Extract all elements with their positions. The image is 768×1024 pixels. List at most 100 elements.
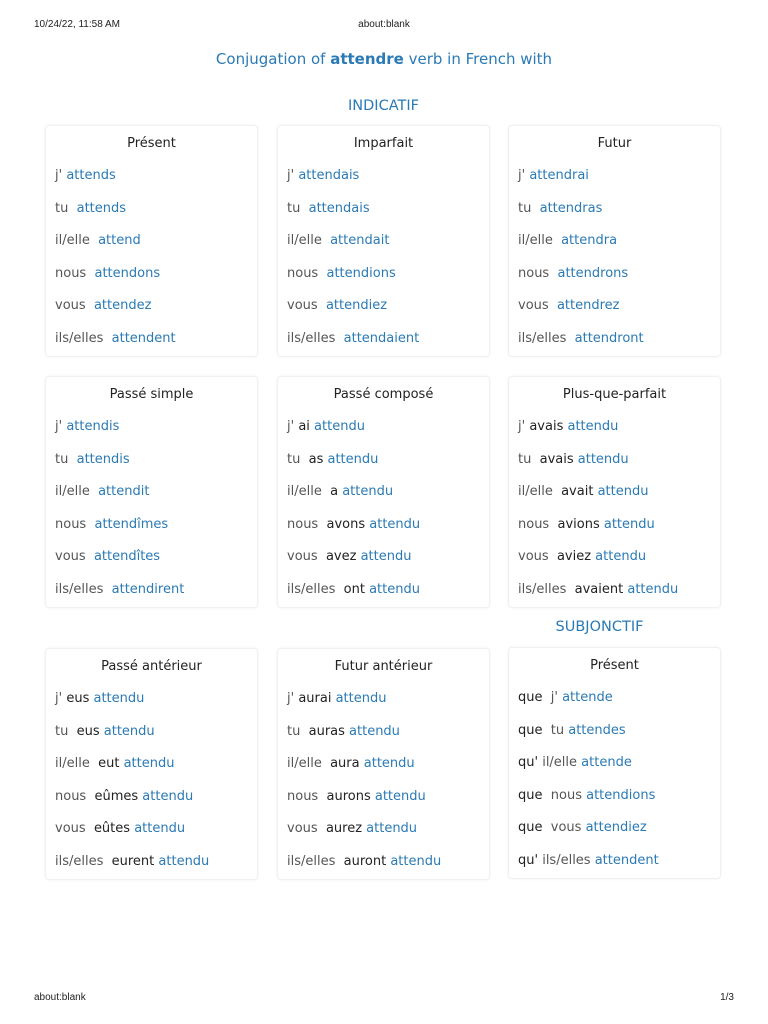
verb-form: attendis xyxy=(76,451,130,467)
conjugation-row: il/elle a attendu xyxy=(278,476,489,509)
verb-form: attende xyxy=(581,755,632,770)
conjugation-row: ils/elles attendaient xyxy=(278,323,489,356)
pronoun: il/elle xyxy=(287,756,331,771)
verb-form: attendu xyxy=(158,853,210,869)
conjugation-row: tu eus attendu xyxy=(46,716,257,749)
verb-form: attendais xyxy=(298,168,360,183)
pronoun: j' xyxy=(287,691,299,706)
auxiliary: aurons xyxy=(326,788,375,804)
verb-form: attendiez xyxy=(585,820,647,835)
pronoun: vous xyxy=(55,298,94,313)
auxiliary: que xyxy=(518,820,551,835)
conjugation-row: ils/elles auront attendu xyxy=(278,846,489,879)
footer-url: about:blank xyxy=(34,992,86,1003)
verb-form: attendu xyxy=(314,419,365,434)
conjugation-row: que j' attende xyxy=(509,682,720,715)
verb-form: attendu xyxy=(597,484,649,499)
verb-form: attendu xyxy=(627,581,679,597)
conjugation-row: nous aurons attendu xyxy=(278,781,489,814)
print-url: about:blank xyxy=(358,19,410,30)
conjugation-row: j' attendais xyxy=(278,160,489,193)
conjugation-row: nous attendions xyxy=(278,258,489,291)
conjugation-row: j' attendis xyxy=(46,411,257,444)
conjugation-row: j' ai attendu xyxy=(278,411,489,444)
auxiliary: avais xyxy=(539,451,578,467)
auxiliary: que xyxy=(518,722,551,738)
verb-form: attendent xyxy=(111,330,176,346)
section-subjonctif: SUBJONCTIF xyxy=(555,619,644,635)
pronoun: nous xyxy=(518,265,558,281)
verb-form: attendu xyxy=(360,549,412,564)
pronoun: nous xyxy=(55,788,95,804)
conjugation-row: qu' il/elle attende xyxy=(509,747,720,780)
verb-form: attends xyxy=(76,200,127,216)
pronoun: ils/elles xyxy=(518,581,575,597)
conjugation-row: tu auras attendu xyxy=(278,716,489,749)
conjugation-row: tu attends xyxy=(46,193,257,226)
conjugation-row: que nous attendions xyxy=(509,780,720,813)
tense-card: Plus-que-parfait j' avais attendu tu avais… xyxy=(508,376,721,608)
pronoun: j' xyxy=(55,419,67,434)
pronoun: ils/elles xyxy=(287,853,344,869)
pronoun: tu xyxy=(55,200,77,216)
pronoun: nous xyxy=(518,516,558,532)
pronoun: ils/elles xyxy=(287,330,344,346)
tense-card: Imparfait j' attendais tu attendais il/elle… xyxy=(277,125,490,357)
pronoun: vous xyxy=(550,820,586,835)
pronoun: il/elle xyxy=(518,233,562,248)
auxiliary: avons xyxy=(326,516,370,532)
auxiliary: aurez xyxy=(325,821,367,836)
auxiliary: aviez xyxy=(556,549,596,564)
conjugation-row: tu avais attendu xyxy=(509,444,720,477)
tense-card: Futur antérieur j' aurai attendu tu auras … xyxy=(277,648,490,880)
pronoun: ils/elles xyxy=(287,581,344,597)
auxiliary: qu' xyxy=(518,755,543,770)
tense-title: Imparfait xyxy=(353,136,414,151)
auxiliary: que xyxy=(518,690,551,705)
conjugation-row: il/elle attendit xyxy=(46,476,257,509)
pronoun: nous xyxy=(287,516,327,532)
verb-form: attendu xyxy=(577,451,629,467)
conjugation-row: il/elle eut attendu xyxy=(46,748,257,781)
auxiliary: eut xyxy=(98,756,124,771)
pronoun: nous xyxy=(55,265,95,281)
tense-card: Présent que j' attende que tu attendes qu' … xyxy=(508,647,721,879)
conjugation-row: nous avions attendu xyxy=(509,509,720,542)
conjugation-row: vous attendez xyxy=(46,290,257,323)
conjugation-row: qu' ils/elles attendent xyxy=(509,845,720,878)
conjugation-row: que tu attendes xyxy=(509,715,720,748)
verb-form: attendrons xyxy=(557,265,629,281)
pronoun: nous xyxy=(287,265,327,281)
conjugation-row: il/elle avait attendu xyxy=(509,476,720,509)
auxiliary: avez xyxy=(325,549,361,564)
conjugation-row: que vous attendiez xyxy=(509,812,720,845)
conjugation-row: vous attendiez xyxy=(278,290,489,323)
auxiliary: ont xyxy=(343,581,370,597)
verb-form: attendis xyxy=(66,419,120,434)
verb-form: attendit xyxy=(98,484,150,499)
pronoun: il/elle xyxy=(55,756,99,771)
conjugation-row: ils/elles eurent attendu xyxy=(46,846,257,879)
verb-form: attendu xyxy=(123,756,175,771)
auxiliary: eus xyxy=(76,723,104,739)
verb-form: attendu xyxy=(603,516,655,532)
conjugation-row: il/elle attend xyxy=(46,225,257,258)
conjugation-row: ils/elles attendent xyxy=(46,323,257,356)
pronoun: tu xyxy=(550,722,569,738)
pronoun: tu xyxy=(287,200,309,216)
verb-form: attendirent xyxy=(111,581,185,597)
auxiliary: eurent xyxy=(111,853,159,869)
pronoun: tu xyxy=(287,723,309,739)
pronoun: j' xyxy=(287,168,299,183)
verb-form: attendrez xyxy=(556,298,620,313)
verb-form: attendîtes xyxy=(93,549,161,564)
auxiliary: auras xyxy=(308,723,350,739)
conjugation-row: tu as attendu xyxy=(278,444,489,477)
print-datetime: 10/24/22, 11:58 AM xyxy=(34,19,120,30)
pronoun: ils/elles xyxy=(55,853,112,869)
conjugation-row: il/elle aura attendu xyxy=(278,748,489,781)
tense-title: Futur xyxy=(597,136,632,151)
verb-form: attendîmes xyxy=(94,516,169,532)
pronoun: tu xyxy=(55,451,77,467)
auxiliary: ai xyxy=(298,419,315,434)
